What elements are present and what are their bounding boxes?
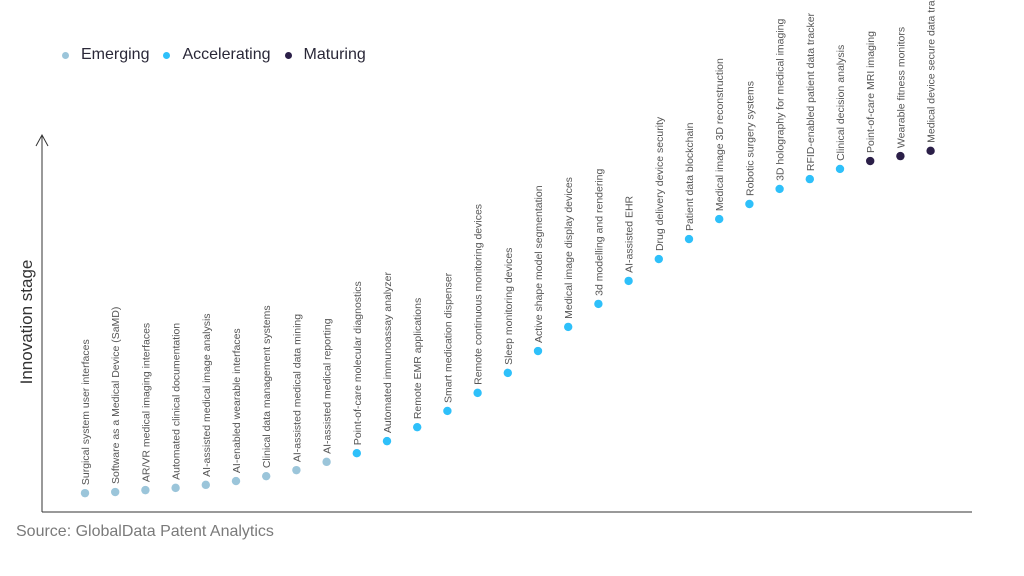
point-label: Automated clinical documentation xyxy=(171,323,183,480)
data-point xyxy=(866,156,875,166)
data-point xyxy=(382,436,392,446)
legend-dot-icon xyxy=(163,51,171,59)
data-point xyxy=(111,487,120,497)
point-label: Drug delivery device security xyxy=(654,116,666,251)
data-point xyxy=(352,448,361,458)
point-label: Medical image 3D reconstruction xyxy=(714,58,726,211)
point-label: AI-assisted medical data mining xyxy=(291,314,303,462)
point-label: Clinical decision analysis xyxy=(835,45,847,161)
point-label: Software as a Medical Device (SaMD) xyxy=(110,307,122,484)
data-point xyxy=(141,485,150,495)
point-label: AI-assisted EHR xyxy=(624,195,636,272)
y-axis-arrow-icon xyxy=(35,133,49,147)
data-point xyxy=(715,214,724,224)
data-point xyxy=(896,151,905,161)
point-label: RFID-enabled patient data tracker xyxy=(805,12,817,171)
point-label: Patient data blockchain xyxy=(684,122,696,231)
data-point xyxy=(292,465,301,475)
data-point xyxy=(80,488,90,498)
legend-dot-icon xyxy=(284,51,292,59)
point-label: 3D holography for medical imaging xyxy=(775,18,787,180)
point-label: Remote EMR applications xyxy=(412,298,424,419)
point-label: Active shape model segmentation xyxy=(533,185,545,343)
data-point xyxy=(413,422,422,432)
data-point xyxy=(322,457,331,467)
point-label: Smart medication dispenser xyxy=(442,272,454,403)
point-label: Point-of-care molecular diagnostics xyxy=(352,281,364,445)
y-axis-label: Innovation stage xyxy=(17,260,36,385)
legend-item-accelerating: Accelerating xyxy=(163,46,271,64)
data-point xyxy=(805,174,814,184)
data-point xyxy=(926,146,935,156)
point-label: 3d modelling and rendering xyxy=(593,168,605,295)
point-label: AI-assisted medical reporting xyxy=(322,318,334,454)
data-point xyxy=(594,299,603,309)
data-point xyxy=(171,483,180,493)
data-point xyxy=(624,276,633,286)
point-label: Sleep monitoring devices xyxy=(503,248,515,365)
data-point xyxy=(473,388,482,398)
legend-dot-icon xyxy=(62,51,69,59)
point-label: Medical image display devices xyxy=(563,177,575,319)
point-label: Automated immunoassay analyzer xyxy=(382,272,394,434)
data-point xyxy=(684,234,694,244)
data-point xyxy=(564,322,573,332)
data-point xyxy=(654,254,663,264)
data-point xyxy=(533,346,543,356)
point-label: AI-enabled wearable interfaces xyxy=(231,328,243,473)
data-point xyxy=(775,184,784,194)
data-point xyxy=(262,471,271,481)
point-label: Remote continuous monitoring devices xyxy=(473,204,485,385)
data-point xyxy=(231,476,241,486)
point-label: Robotic surgery systems xyxy=(744,81,756,196)
legend-label: Emerging xyxy=(81,46,150,63)
point-label: Medical device secure data transmission xyxy=(926,0,938,143)
source-note: Source: GlobalData Patent Analytics xyxy=(16,523,274,540)
data-point xyxy=(443,406,452,416)
legend-item-emerging: Emerging xyxy=(62,46,149,64)
point-label: Clinical data management systems xyxy=(261,305,273,468)
point-label: Point-of-care MRI imaging xyxy=(865,31,877,153)
data-point xyxy=(503,368,512,378)
data-point xyxy=(745,199,754,209)
legend-label: Accelerating xyxy=(182,46,271,63)
legend-label: Maturing xyxy=(303,46,366,63)
legend-item-maturing: Maturing xyxy=(284,46,366,64)
data-point xyxy=(201,480,210,490)
point-label: Wearable fitness monitors xyxy=(895,27,907,148)
data-point xyxy=(835,164,845,174)
point-label: AR/VR medical imaging interfaces xyxy=(140,323,152,482)
point-label: Surgical system user interfaces xyxy=(80,339,92,485)
point-label: AI-assisted medical image analysis xyxy=(201,313,213,476)
chart-legend: Emerging Accelerating Maturing xyxy=(62,46,380,64)
